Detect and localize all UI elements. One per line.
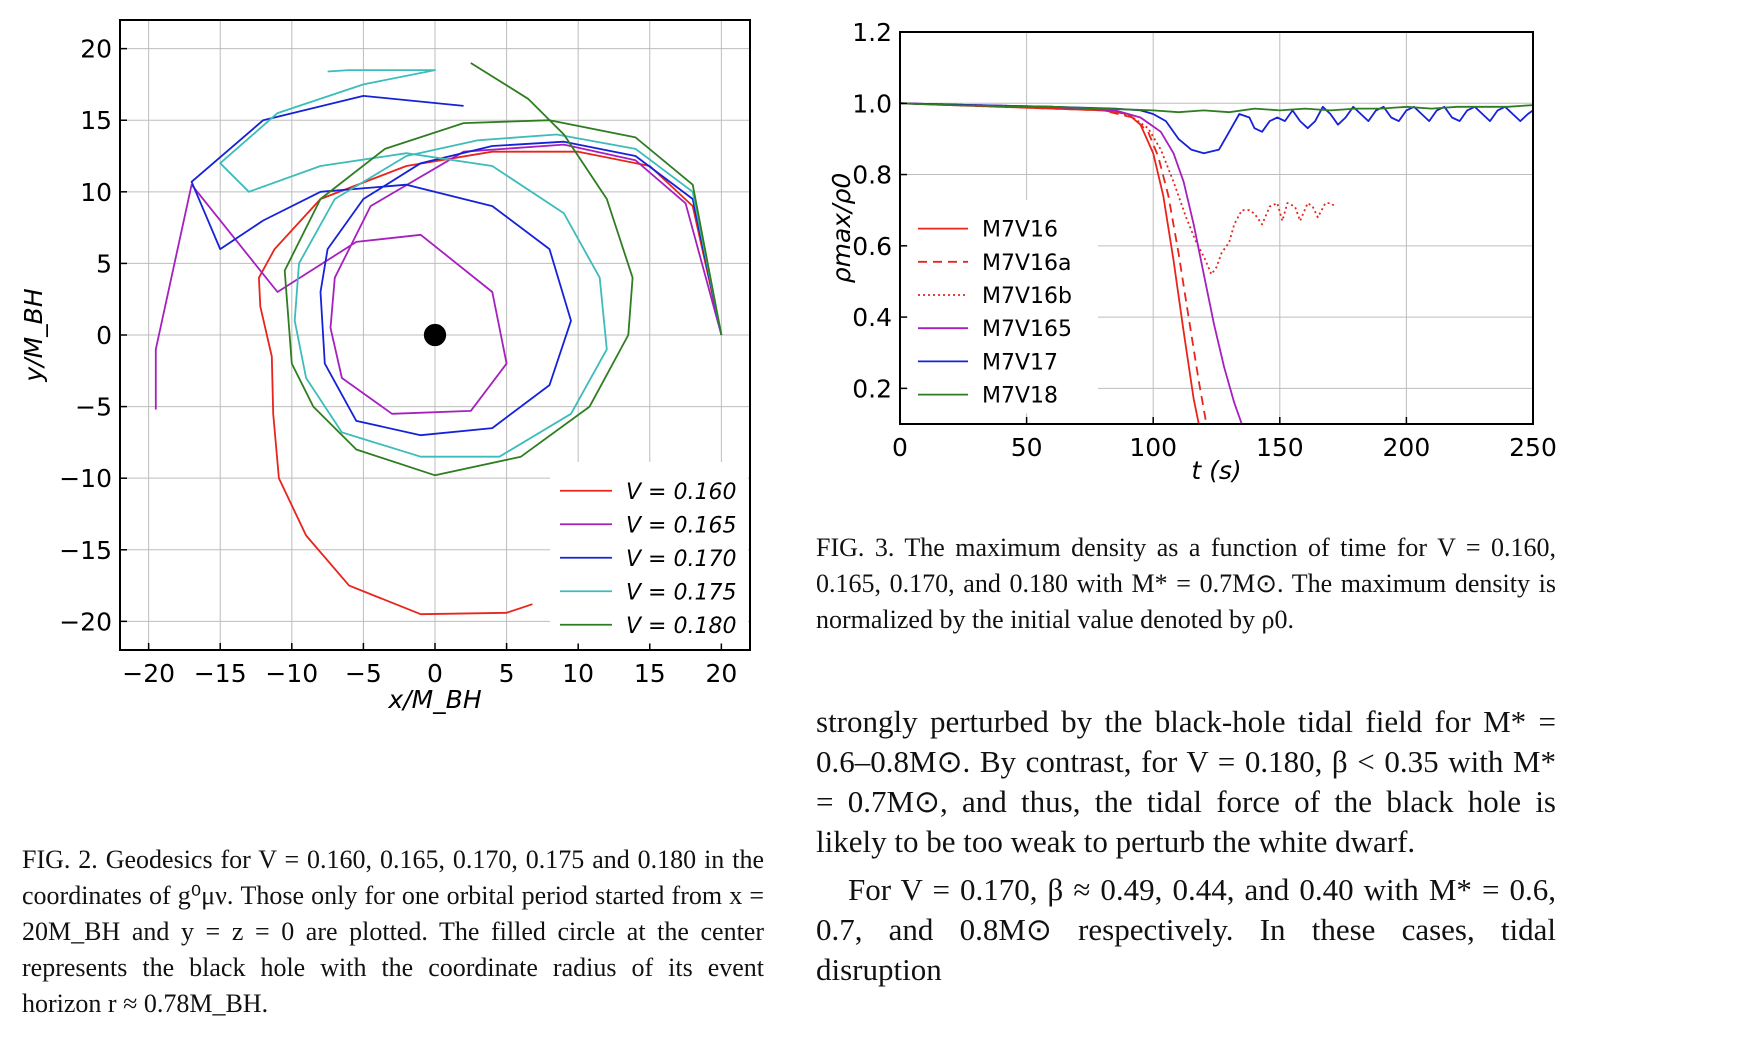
y-tick-label: 0.4 [852,303,892,332]
x-tick-label: 20 [705,659,737,688]
series-line [154,143,723,415]
y-tick-label: 1.2 [852,18,892,47]
legend-box [908,200,1098,414]
y-tick-label: −5 [75,393,112,422]
x-tick-label: −20 [122,659,175,688]
x-tick-label: 100 [1129,433,1177,462]
x-axis-label: t (s) [1191,456,1241,485]
legend-label: M7V16a [982,251,1072,276]
x-tick-label: 150 [1256,433,1304,462]
geodesics-chart: −20 −15 −10 −5 0 5 10 15 20 −20 −15 −10 −5 0 5 10 15 20 x/… [19,19,751,714]
y-axis-label: ρmax/ρ0 [830,173,856,284]
legend-label: V = 0.180 [626,614,736,639]
black-hole-marker [423,323,447,347]
legend-label: M7V165 [982,317,1072,342]
y-tick-label: 0 [96,321,112,350]
fig2-plot-layer: −20 −15 −10 −5 0 5 10 15 20 −20 −15 −10 −5 0 5 10 15 20 x/… [19,19,751,714]
x-tick-label: −15 [194,659,247,688]
plot-frame [899,31,1534,425]
series-line [190,95,723,437]
legend-label: M7V16b [982,284,1072,309]
body-paragraph-1: strongly perturbed by the black-hole tid… [816,704,1556,859]
series-line [219,69,723,458]
legend-label: V = 0.175 [626,580,736,605]
body-text: strongly perturbed by the black-hole tid… [816,702,1556,1040]
series-group [154,62,723,616]
legend-label: M7V18 [982,384,1058,409]
legend-label: V = 0.165 [626,513,736,538]
legend-label: M7V16 [982,218,1058,243]
body-paragraph-2: For V = 0.170, β ≈ 0.49, 0.44, and 0.40 … [816,872,1556,987]
y-tick-label: 0.8 [852,161,892,190]
y-tick-label: 0.2 [852,374,892,403]
x-axis-label: x/M_BH [387,685,481,714]
fig2-legend: V = 0.160 V = 0.165 V = 0.170 V = 0.175 V = … [550,462,748,644]
legend-label: V = 0.160 [626,480,736,505]
series-line [900,102,1533,114]
y-tick-label: 10 [80,178,112,207]
x-tick-label: 0 [892,433,908,462]
y-tick-label: −15 [59,536,112,565]
series-group [900,102,1533,424]
x-tick-label: 10 [562,659,594,688]
x-tick-label: −10 [265,659,318,688]
x-tick-label: −5 [345,659,382,688]
y-axis-label: y/M_BH [19,288,48,382]
y-tick-label: −20 [59,607,112,636]
legend-label: M7V17 [982,350,1058,375]
y-tick-label: 20 [80,35,112,64]
x-tick-label: 50 [1011,433,1043,462]
legend-box [550,462,748,644]
y-tick-label: 5 [96,249,112,278]
series-line [258,150,723,616]
y-tick-label: 1.0 [852,89,892,118]
series-line [900,102,1533,155]
series-line [900,102,1337,276]
x-tick-label: 5 [499,659,515,688]
x-tick-label: 15 [634,659,666,688]
x-tick-label: 200 [1383,433,1431,462]
fig3-caption: FIG. 3. The maximum density as a functio… [816,533,1556,634]
y-tick-label: −10 [59,464,112,493]
x-tick-label: 250 [1509,433,1557,462]
legend-label: V = 0.170 [626,547,736,572]
y-tick-label: 0.6 [852,232,892,261]
x-tick-label: 0 [427,659,443,688]
fig3-legend: M7V16 M7V16a M7V16b M7V165 M7V17 M7V18 [908,200,1098,414]
max-density-chart: 0 50 100 150 200 250 0.2 0.4 0.6 0.8 1.0 1.2 t (s) ρm… [830,18,1557,485]
fig2-caption: FIG. 2. Geodesics for V = 0.160, 0.165, … [22,845,764,1018]
series-line [283,62,723,477]
fig3-plot-layer: 0 50 100 150 200 250 0.2 0.4 0.6 0.8 1.0 1.2 t (s) ρm… [830,18,1557,485]
y-tick-label: 15 [80,106,112,135]
